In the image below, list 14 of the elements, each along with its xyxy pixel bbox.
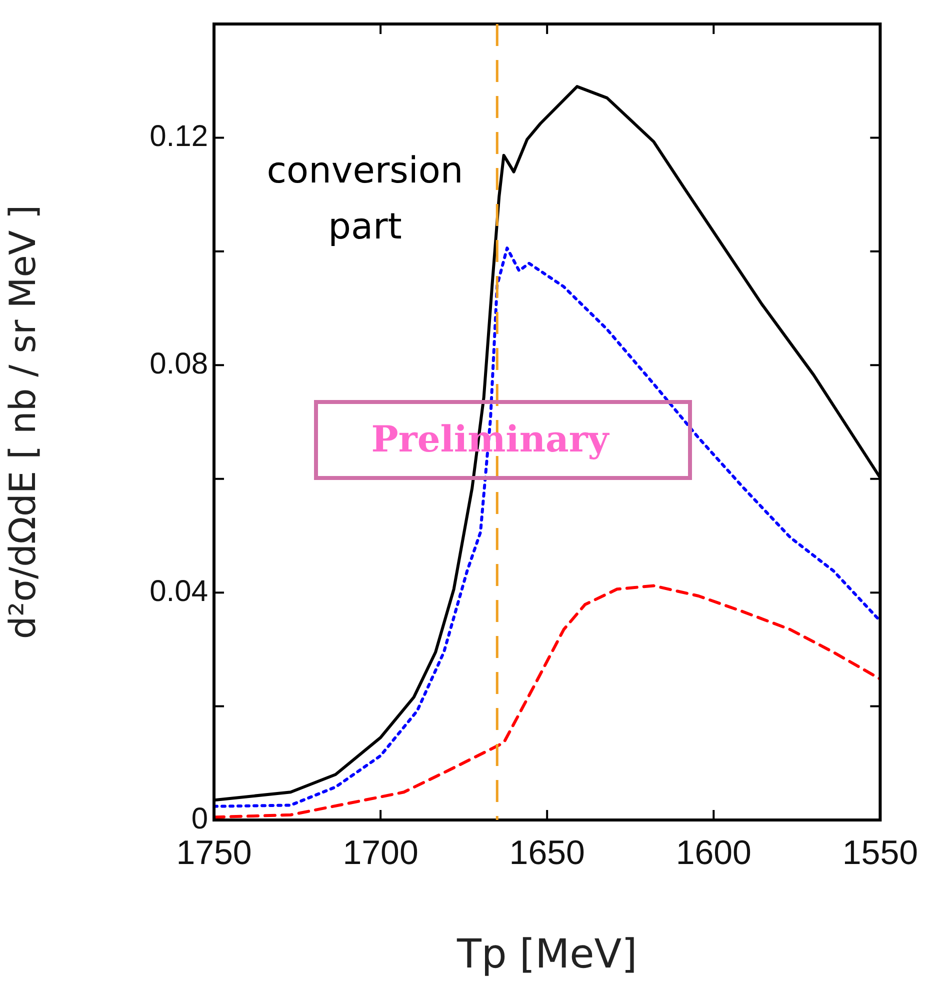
x-tick-label: 1650 <box>509 834 585 872</box>
annotation: conversion part <box>266 150 464 248</box>
y-tick-label: 0 <box>191 802 208 836</box>
y-tick-label: 0.08 <box>150 347 208 380</box>
x-tick-label: 1600 <box>676 834 752 872</box>
x-tick-label: 1700 <box>342 834 418 872</box>
line-series <box>214 584 880 819</box>
y-tick-label: 0.04 <box>150 574 208 608</box>
x-tick-label: 1750 <box>176 834 252 872</box>
x-tick-label: 1550 <box>842 834 918 872</box>
y-tick-label: 0.12 <box>150 120 208 153</box>
y-axis-title: d²σ/dΩdE [ nb / sr MeV ] <box>2 204 44 640</box>
line-series <box>214 246 880 808</box>
x-axis-title: Tp [MeV] <box>456 931 638 978</box>
